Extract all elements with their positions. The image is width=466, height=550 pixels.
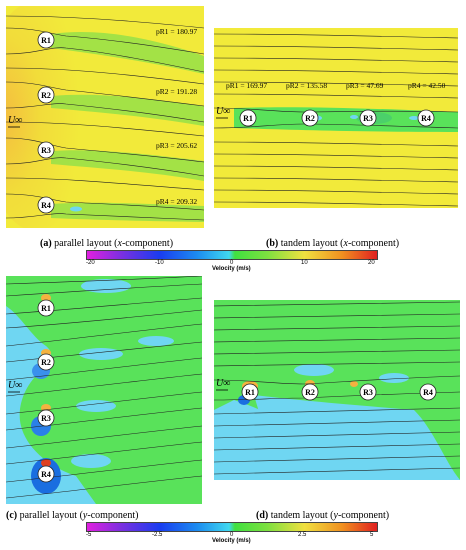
rotor-label: R3 bbox=[363, 114, 373, 123]
pressure-label: pR2 = 191.28 bbox=[156, 87, 197, 96]
colorbar-tick: 20 bbox=[368, 260, 375, 266]
rotor-label: R4 bbox=[421, 114, 431, 123]
inflow-label: U∞ bbox=[216, 378, 230, 389]
pressure-label: pR3 = 47.69 bbox=[346, 81, 384, 90]
rotor-label: R3 bbox=[41, 414, 51, 423]
colorbar-tick: 5 bbox=[370, 532, 374, 538]
pressure-label: pR2 = 135.58 bbox=[286, 81, 327, 90]
pressure-label: pR1 = 169.97 bbox=[226, 81, 267, 90]
colorbar-tick: -2.5 bbox=[152, 532, 163, 538]
colorbar-title: Velocity (m/s) bbox=[212, 266, 251, 272]
panel-a-plot: R1 R2 R3 R4 pR1 = 180.97 pR2 = 191.28 pR… bbox=[6, 6, 204, 228]
rotor-label: R1 bbox=[245, 388, 255, 397]
caption-a: (a) parallel layout (x-component) bbox=[40, 238, 174, 249]
panel-c-parallel-y: R1 R2 R3 R4 U∞ bbox=[6, 276, 202, 504]
caption-b: (b) tandem layout (x-component) bbox=[266, 238, 400, 249]
colorbar-tick: -5 bbox=[86, 532, 92, 538]
rotor-label: R4 bbox=[41, 470, 51, 479]
panel-d-plot: R1 R2 R3 R4 U∞ bbox=[214, 300, 460, 480]
colorbar-tick: -20 bbox=[86, 260, 95, 266]
rotor-label: R1 bbox=[243, 114, 253, 123]
caption-c: (c) parallel layout (y-component) bbox=[6, 510, 139, 521]
colorbar-title: Velocity (m/s) bbox=[212, 538, 251, 544]
colorbar-tick: 2.5 bbox=[298, 532, 307, 538]
pressure-label: pR3 = 205.62 bbox=[156, 141, 197, 150]
rotor-label: R1 bbox=[41, 36, 51, 45]
inflow-label: U∞ bbox=[216, 106, 230, 117]
rotor-label: R4 bbox=[423, 388, 433, 397]
panel-b-tandem-x: R1 R2 R3 R4 pR1 = 169.97 pR2 = 135.58 pR… bbox=[214, 28, 458, 208]
panel-a-parallel-x: R1 R2 R3 R4 pR1 = 180.97 pR2 = 191.28 pR… bbox=[6, 6, 204, 228]
panel-c-plot: R1 R2 R3 R4 U∞ bbox=[6, 276, 202, 504]
rotor-label: R3 bbox=[363, 388, 373, 397]
rotor-label: R4 bbox=[41, 201, 51, 210]
panel-b-plot: R1 R2 R3 R4 pR1 = 169.97 pR2 = 135.58 pR… bbox=[214, 28, 458, 208]
rotor-label: R2 bbox=[305, 114, 315, 123]
rotor-label: R2 bbox=[41, 358, 51, 367]
inflow-label: U∞ bbox=[8, 115, 22, 126]
panel-d-tandem-y: R1 R2 R3 R4 U∞ bbox=[214, 300, 460, 480]
colorbar-tick: 0 bbox=[230, 532, 234, 538]
caption-d: (d) tandem layout (y-component) bbox=[256, 510, 390, 521]
colorbar-tick: -10 bbox=[155, 260, 164, 266]
colorbar-tick: 0 bbox=[230, 260, 234, 266]
colorbar-y bbox=[86, 522, 378, 532]
rotor-label: R2 bbox=[305, 388, 315, 397]
pressure-label: pR1 = 180.97 bbox=[156, 27, 197, 36]
colorbar-tick: 10 bbox=[301, 260, 308, 266]
pressure-label: pR4 = 209.32 bbox=[156, 197, 197, 206]
pressure-label: pR4 = 42.50 bbox=[408, 81, 446, 90]
inflow-label: U∞ bbox=[8, 380, 22, 391]
rotor-label: R2 bbox=[41, 91, 51, 100]
rotor-label: R3 bbox=[41, 146, 51, 155]
rotor-label: R1 bbox=[41, 304, 51, 313]
colorbar-x bbox=[86, 250, 378, 260]
rotor-group bbox=[37, 31, 55, 214]
